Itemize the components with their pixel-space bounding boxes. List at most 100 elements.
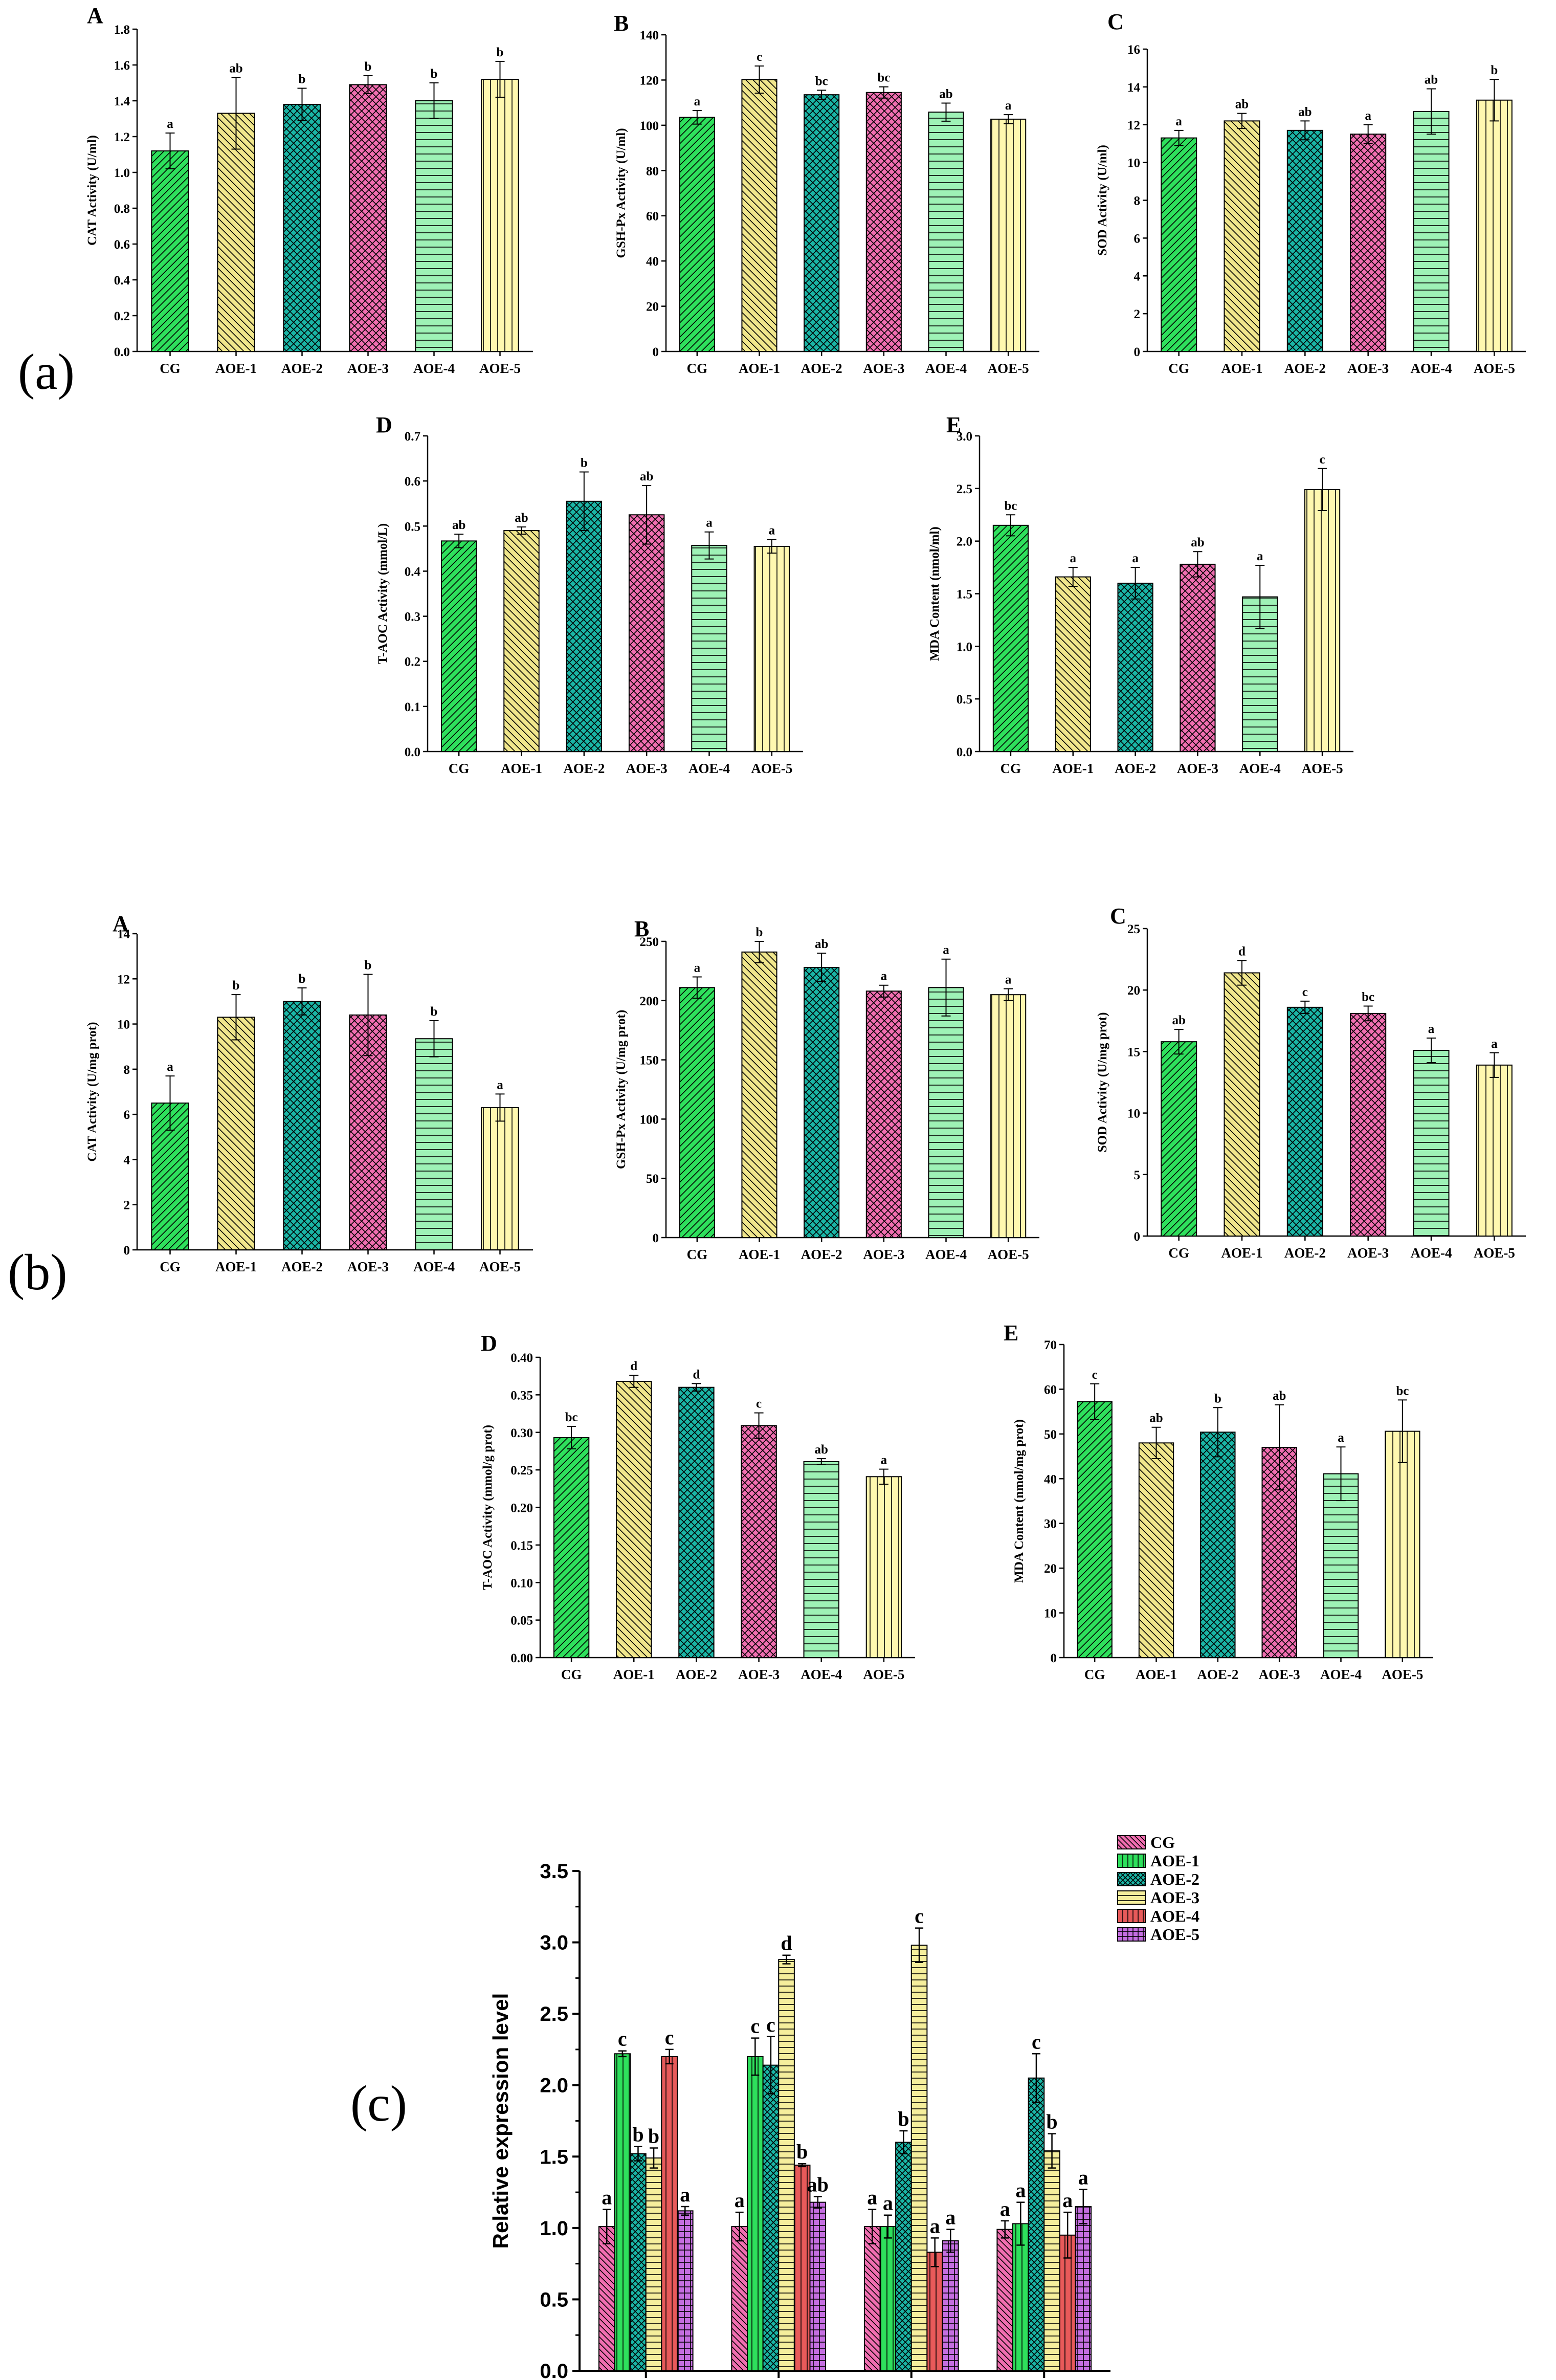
x-tick-label: AOE-3 bbox=[347, 361, 389, 376]
y-tick-label: 0.3 bbox=[405, 610, 420, 624]
x-tick-label: AOE-1 bbox=[739, 1247, 780, 1262]
y-tick-label: 12 bbox=[1127, 119, 1140, 133]
y-tick-label: 0.0 bbox=[114, 345, 130, 359]
x-tick-label: AOE-5 bbox=[1474, 361, 1515, 376]
x-tick-label: AOE-3 bbox=[863, 361, 904, 376]
significance-letter: b bbox=[632, 2123, 643, 2146]
bar-CG bbox=[679, 987, 715, 1238]
significance-letter: d bbox=[630, 1359, 637, 1373]
bar-AOE-5 bbox=[1304, 489, 1341, 752]
bar-AOE-4-LvMn-SOD bbox=[661, 2056, 678, 2371]
bar-AOE-1 bbox=[741, 79, 777, 352]
bar-AOE-4 bbox=[928, 987, 964, 1238]
bar-AOE-2 bbox=[1200, 1431, 1236, 1659]
significance-letter: a bbox=[1428, 1022, 1435, 1036]
y-tick-label: 0.4 bbox=[114, 274, 130, 288]
significance-letter: a bbox=[930, 2214, 940, 2237]
y-tick-label: 0.30 bbox=[510, 1426, 533, 1440]
significance-letter: a bbox=[883, 2192, 893, 2215]
significance-letter: b bbox=[431, 67, 438, 81]
y-tick-label: 4 bbox=[1134, 270, 1141, 283]
y-tick-label: 2 bbox=[1134, 307, 1141, 321]
chart-title: B bbox=[614, 11, 629, 36]
significance-letter: ab bbox=[640, 470, 653, 483]
x-tick-label: AOE-5 bbox=[1474, 1245, 1515, 1261]
x-tick-label: CG bbox=[561, 1667, 582, 1682]
y-tick-label: 0.1 bbox=[405, 700, 420, 714]
bar-AOE-3 bbox=[865, 990, 902, 1238]
significance-letter: d bbox=[693, 1368, 700, 1381]
bar-AOE-4 bbox=[691, 545, 727, 752]
bar-AOE-3-LvCAT bbox=[778, 1959, 795, 2372]
y-tick-label: 2.5 bbox=[957, 482, 972, 496]
bar-AOE-3 bbox=[741, 1425, 777, 1658]
significance-letter: c bbox=[750, 2015, 760, 2038]
chart-title: C bbox=[1107, 9, 1124, 34]
significance-letter: a bbox=[602, 2186, 612, 2209]
significance-letter: a bbox=[1257, 549, 1263, 563]
y-tick-label: 25 bbox=[1127, 922, 1140, 936]
x-tick-label: AOE-5 bbox=[479, 361, 521, 376]
y-tick-label: 2 bbox=[124, 1199, 130, 1213]
y-tick-label: 2.5 bbox=[540, 2003, 568, 2025]
y-tick-label: 1.4 bbox=[114, 95, 130, 108]
y-tick-label: 0.40 bbox=[510, 1351, 533, 1365]
y-tick-label: 20 bbox=[646, 300, 659, 314]
x-tick-label: CG bbox=[1001, 761, 1021, 776]
legend-label: AOE-2 bbox=[1150, 1870, 1199, 1888]
significance-letter: c bbox=[665, 2026, 674, 2049]
significance-letter: a bbox=[694, 961, 701, 975]
x-tick-label: AOE-1 bbox=[1221, 1245, 1263, 1261]
y-axis-label: GSH-Px Activity (U/ml) bbox=[614, 128, 628, 258]
y-tick-label: 50 bbox=[1044, 1428, 1057, 1442]
bar-AOE-3-LvGSH-Px bbox=[1043, 2150, 1060, 2372]
y-tick-label: 10 bbox=[1127, 1107, 1140, 1121]
significance-letter: b bbox=[1046, 2110, 1057, 2133]
legend-label: AOE-3 bbox=[1150, 1888, 1199, 1907]
y-tick-label: 2.0 bbox=[957, 535, 972, 549]
chart-bC: 0 5 10 15 20 25 SOD Activity (U/mg prot) Cab CG d… bbox=[1096, 903, 1526, 1261]
chart-title: D bbox=[376, 412, 392, 437]
bar-CG-LvMn-SOD bbox=[598, 2226, 615, 2372]
y-tick-label: 4 bbox=[124, 1153, 130, 1167]
panel-label-b: (b) bbox=[8, 1244, 68, 1301]
significance-letter: bc bbox=[1362, 990, 1374, 1004]
y-tick-label: 0.0 bbox=[405, 745, 420, 759]
bar-AOE-1 bbox=[1055, 576, 1091, 753]
legend-label: AOE-4 bbox=[1150, 1907, 1199, 1925]
x-tick-label: AOE-5 bbox=[1382, 1667, 1423, 1682]
significance-letter: b bbox=[299, 972, 306, 986]
significance-letter: a bbox=[1491, 1037, 1498, 1051]
y-axis-label: SOD Activity (U/ml) bbox=[1096, 145, 1109, 256]
y-tick-label: 0.6 bbox=[114, 238, 130, 252]
y-tick-label: 0.5 bbox=[957, 693, 972, 707]
y-tick-label: 0.2 bbox=[114, 310, 130, 323]
y-tick-label: 0.4 bbox=[405, 565, 421, 579]
bar-AOE-5-LvMn-SOD bbox=[676, 2210, 694, 2371]
x-tick-label: CG bbox=[687, 1247, 708, 1262]
significance-letter: a bbox=[867, 2186, 877, 2209]
x-tick-label: CG bbox=[160, 361, 181, 376]
bar-AOE-5 bbox=[1476, 1064, 1513, 1237]
legend-label: AOE-1 bbox=[1150, 1852, 1199, 1870]
significance-letter: d bbox=[1238, 945, 1246, 959]
legend-swatch bbox=[1117, 1835, 1146, 1849]
significance-letter: d bbox=[781, 1932, 792, 1955]
bar-AOE-4-LvCAT bbox=[793, 2165, 811, 2371]
bar-AOE-5 bbox=[865, 1476, 902, 1659]
y-tick-label: 10 bbox=[117, 1018, 130, 1032]
bar-AOE-3-LvproPo bbox=[910, 1945, 928, 2371]
x-tick-label: AOE-1 bbox=[215, 361, 257, 376]
y-tick-label: 40 bbox=[1044, 1472, 1057, 1486]
y-tick-label: 8 bbox=[124, 1063, 130, 1077]
legend-swatch bbox=[1117, 1927, 1146, 1942]
significance-letter: a bbox=[1000, 2197, 1010, 2220]
significance-letter: a bbox=[497, 1078, 503, 1092]
significance-letter: a bbox=[735, 2189, 745, 2212]
significance-letter: c bbox=[1032, 2030, 1041, 2053]
significance-letter: a bbox=[1132, 552, 1139, 565]
y-tick-label: 1.5 bbox=[957, 588, 972, 602]
significance-letter: ab bbox=[815, 1443, 828, 1457]
